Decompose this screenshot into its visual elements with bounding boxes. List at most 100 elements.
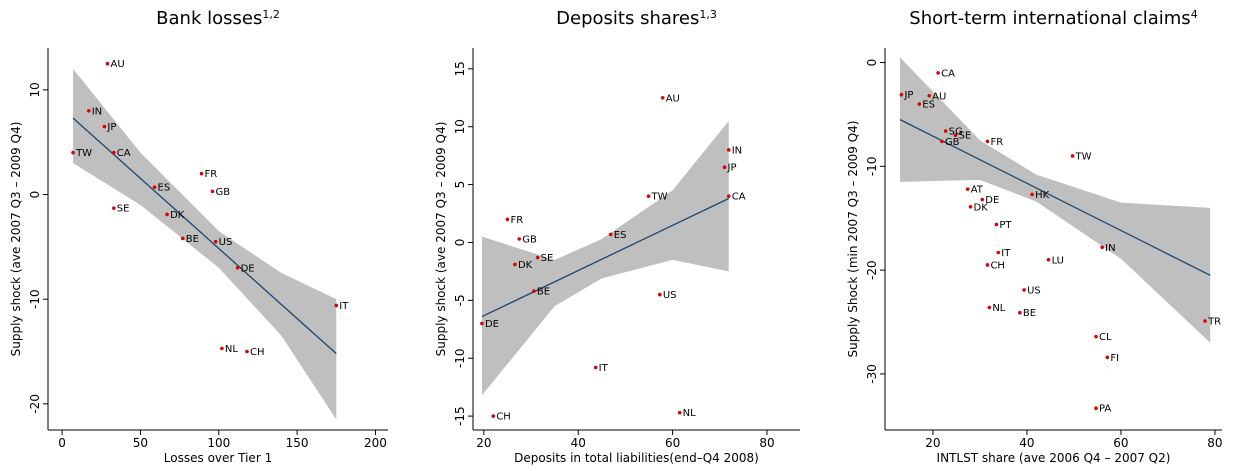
point-label: DK bbox=[170, 210, 185, 221]
point bbox=[245, 349, 249, 354]
point bbox=[513, 262, 517, 267]
point-label: SE bbox=[959, 131, 972, 142]
point bbox=[965, 187, 970, 191]
point bbox=[953, 133, 958, 137]
point-label: GB bbox=[522, 235, 537, 246]
x-axis-label: Losses over Tier 1 bbox=[164, 451, 272, 465]
point-label: TR bbox=[1207, 317, 1221, 328]
point bbox=[1070, 154, 1075, 158]
title-superscript: 4 bbox=[1191, 8, 1198, 21]
point bbox=[985, 139, 990, 144]
point bbox=[980, 197, 985, 202]
point-label: AT bbox=[971, 185, 984, 196]
x-tick-label: 200 bbox=[364, 436, 387, 450]
point-label: US bbox=[1027, 285, 1041, 296]
point bbox=[726, 148, 731, 152]
y-tick-label: -20 bbox=[28, 394, 42, 414]
point bbox=[899, 92, 904, 97]
point-label: TW bbox=[75, 148, 92, 159]
point bbox=[535, 255, 540, 260]
point-label: FR bbox=[990, 137, 1003, 148]
confidence-band bbox=[73, 68, 337, 420]
point bbox=[1018, 310, 1022, 315]
point-label: NL bbox=[225, 344, 238, 355]
point-label: GB bbox=[216, 187, 231, 198]
title-superscript: 1,2 bbox=[262, 8, 280, 21]
fit-line bbox=[481, 197, 730, 318]
point bbox=[152, 185, 157, 189]
x-tick-label: 40 bbox=[1019, 436, 1034, 450]
point-label: CH bbox=[250, 347, 265, 358]
point-label: DE bbox=[985, 195, 999, 206]
point bbox=[213, 239, 218, 244]
point-label: ES bbox=[158, 183, 171, 194]
x-axis-label: INTLST share (ave 2006 Q4 – 2007 Q2) bbox=[937, 451, 1171, 465]
point-label: NL bbox=[992, 303, 1005, 314]
y-tick-label: -15 bbox=[453, 406, 467, 426]
point-label: JP bbox=[106, 122, 116, 133]
point-label: FR bbox=[510, 215, 523, 226]
point-label: IT bbox=[599, 363, 609, 374]
panel-title: Deposits shares1,3 bbox=[556, 8, 717, 30]
point bbox=[1094, 406, 1098, 411]
y-axis-label: Supply shock (ave 2007 Q3 – 2009 Q4) bbox=[434, 122, 448, 357]
y-tick-label: 0 bbox=[865, 59, 879, 67]
point bbox=[1030, 192, 1034, 197]
point bbox=[112, 206, 116, 210]
point-label: CH bbox=[496, 412, 511, 423]
point-label: CA bbox=[117, 148, 131, 159]
point bbox=[105, 61, 110, 66]
point bbox=[936, 71, 940, 75]
point bbox=[71, 150, 75, 155]
point-label: FR bbox=[205, 169, 218, 180]
point-label: JP bbox=[903, 90, 913, 101]
point-label: IT bbox=[1001, 248, 1011, 259]
y-tick-label: -10 bbox=[28, 289, 42, 309]
point bbox=[480, 321, 484, 326]
point bbox=[491, 414, 496, 418]
point bbox=[1203, 319, 1207, 323]
x-tick-label: 150 bbox=[286, 436, 309, 450]
point-label: CL bbox=[1099, 332, 1112, 343]
point bbox=[940, 139, 944, 144]
point-label: CH bbox=[990, 260, 1005, 271]
y-tick-label: -5 bbox=[453, 294, 467, 306]
y-tick-label: -30 bbox=[865, 364, 879, 384]
x-tick-label: 60 bbox=[665, 436, 680, 450]
point bbox=[658, 292, 662, 297]
y-tick-label: 0 bbox=[28, 191, 42, 199]
x-tick-label: 0 bbox=[58, 436, 66, 450]
point bbox=[102, 124, 107, 129]
point bbox=[112, 150, 116, 155]
point-label: DK bbox=[518, 260, 533, 271]
y-axis-label: Supply Shock (min 2007 Q3 – 2009 Q4) bbox=[846, 121, 860, 358]
point-label: AU bbox=[932, 91, 946, 102]
point-label: AU bbox=[111, 59, 125, 70]
x-tick-label: 60 bbox=[1113, 436, 1128, 450]
point bbox=[985, 263, 990, 267]
y-tick-label: -20 bbox=[865, 260, 879, 280]
fit-line bbox=[72, 117, 337, 355]
point bbox=[517, 237, 522, 241]
point bbox=[505, 217, 510, 222]
title-text: Bank losses bbox=[156, 8, 262, 29]
point bbox=[210, 189, 215, 194]
point bbox=[180, 236, 185, 241]
point-label: DE bbox=[241, 263, 255, 274]
point-label: FI bbox=[1110, 353, 1119, 364]
x-tick-label: 20 bbox=[925, 436, 940, 450]
panel-title: Bank losses1,2 bbox=[156, 8, 280, 30]
point bbox=[334, 303, 339, 308]
point bbox=[677, 410, 682, 415]
point-label: IT bbox=[339, 301, 349, 312]
y-tick-label: 10 bbox=[453, 119, 467, 134]
x-tick-label: 100 bbox=[207, 436, 230, 450]
x-tick-label: 40 bbox=[571, 436, 586, 450]
point bbox=[987, 305, 992, 310]
point bbox=[660, 95, 665, 100]
panel-title: Short-term international claims4 bbox=[909, 8, 1197, 30]
y-tick-label: -10 bbox=[865, 157, 879, 177]
point bbox=[220, 346, 224, 351]
point bbox=[608, 232, 613, 237]
point-label: SE bbox=[541, 253, 554, 264]
